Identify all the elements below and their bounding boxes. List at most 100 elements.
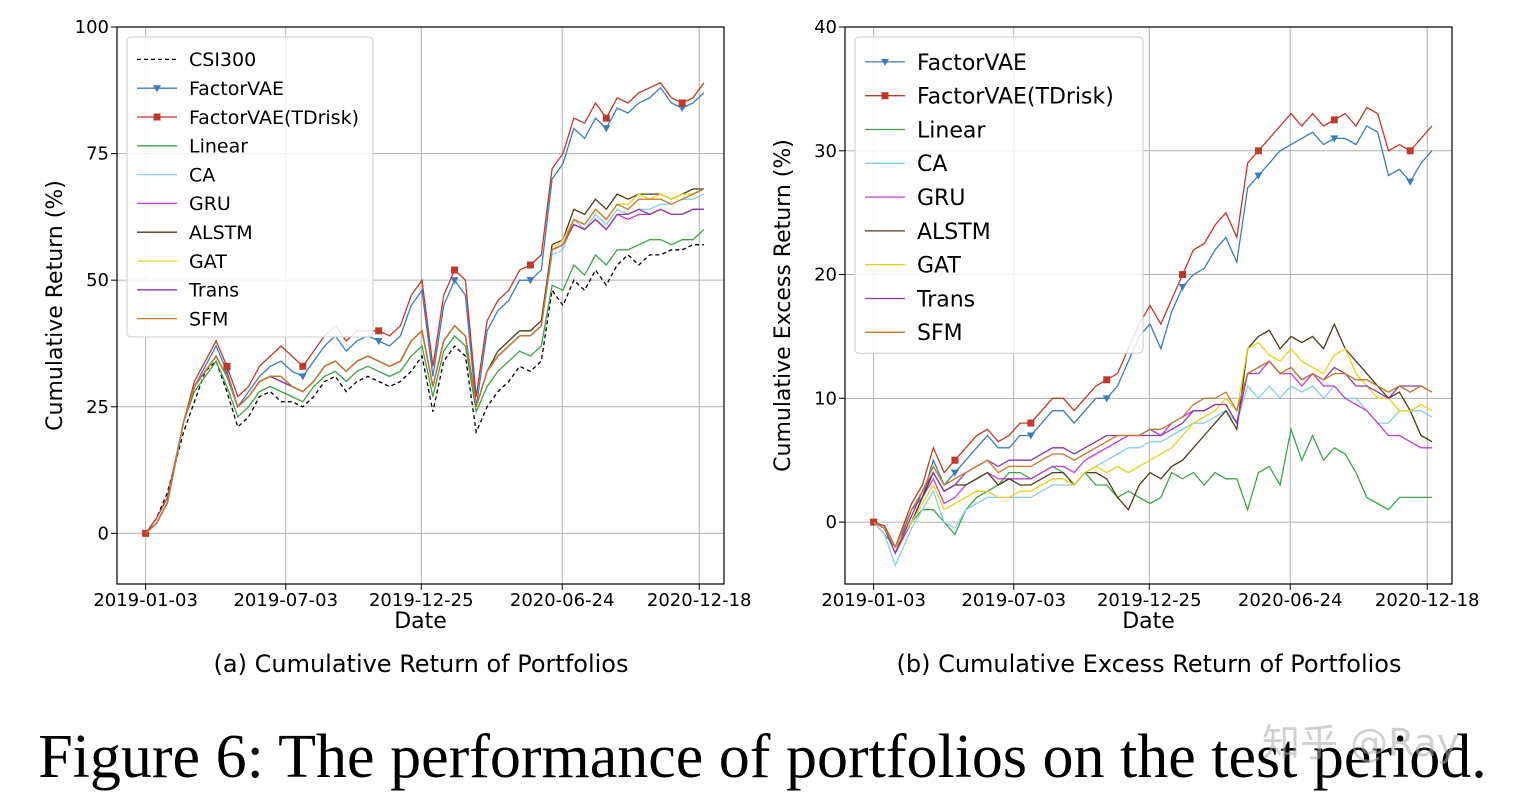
y-tick-label: 30: [814, 141, 837, 162]
axes: 2019-01-03 2019-07-03 2019-12-25 2020-06-24…: [43, 17, 752, 634]
x-tick-label: 2020-12-18: [1375, 590, 1480, 611]
data-point-marker: [526, 277, 535, 285]
series-line-sfm: [873, 360, 1433, 549]
legend-label: GRU: [189, 193, 231, 215]
data-point-marker: [602, 114, 610, 122]
y-tick-label: 25: [86, 397, 109, 418]
data-point-marker: [1330, 116, 1338, 124]
series-line-gat: [873, 341, 1433, 549]
legend-box: [854, 36, 1144, 354]
legend-marker: [153, 85, 161, 93]
x-tick-label: 2019-01-03: [93, 590, 198, 611]
series-group: [869, 106, 1433, 568]
chart-panel-a: 2019-01-03 2019-07-03 2019-12-25 2020-06-24…: [43, 17, 752, 678]
legend: FactorVAE FactorVAE(TDrisk) Linear CA GRU ALS…: [854, 36, 1144, 354]
y-tick-label: 20: [814, 265, 837, 286]
legend-label: SFM: [189, 308, 228, 330]
x-axis-label: Date: [394, 609, 447, 634]
series-line-factorvae-tdrisk-: [873, 106, 1433, 549]
x-axis-label: Date: [1122, 609, 1175, 634]
legend-marker: [153, 113, 161, 121]
data-point-marker: [450, 277, 459, 285]
data-point-marker: [678, 99, 686, 107]
x-tick-label: 2019-07-03: [233, 590, 338, 611]
legend-label: GRU: [917, 186, 965, 211]
series-line-factorvae: [145, 86, 705, 534]
data-point-marker: [1254, 147, 1262, 155]
y-axis-label: Cumulative Return (%): [43, 180, 68, 431]
x-tick-label: 2019-07-03: [961, 590, 1066, 611]
data-point-marker: [526, 261, 534, 269]
y-tick-label: 50: [86, 270, 109, 291]
y-tick-label: 0: [98, 523, 109, 544]
data-point-marker: [298, 373, 307, 381]
legend-label: Trans: [916, 287, 975, 312]
legend-label: Linear: [917, 118, 986, 143]
data-point-marker: [375, 327, 383, 335]
legend: CSI300 FactorVAE FactorVAE(TDrisk) Linear CA…: [126, 36, 374, 338]
chart-panel-b: 2019-01-03 2019-07-03 2019-12-25 2020-06-24…: [771, 17, 1480, 678]
y-axis-label: Cumulative Excess Return (%): [771, 139, 796, 472]
data-point-marker: [374, 337, 383, 345]
x-tick-label: 2019-01-03: [821, 590, 926, 611]
data-point-marker: [1178, 283, 1187, 291]
series-line-factorvae-tdrisk-: [145, 81, 705, 534]
x-tick-label: 2020-06-24: [510, 590, 615, 611]
series-line-factorvae: [873, 125, 1433, 555]
legend-label: ALSTM: [917, 220, 991, 245]
x-tick-label: 2019-12-25: [369, 590, 474, 611]
watermark: 知乎 @Ray: [1262, 721, 1460, 765]
legend-label: FactorVAE: [917, 51, 1027, 76]
data-point-marker: [299, 362, 307, 370]
x-tick-label: 2019-12-25: [1097, 590, 1202, 611]
data-point-marker: [602, 125, 611, 133]
legend-marker: [881, 92, 889, 100]
x-tick-label: 2020-12-18: [647, 590, 752, 611]
legend-label: GAT: [189, 251, 227, 273]
legend-label: FactorVAE: [189, 78, 284, 100]
y-tick-label: 0: [826, 512, 837, 533]
data-point-marker: [1103, 376, 1111, 384]
legend-label: CSI300: [189, 49, 256, 71]
legend-label: Trans: [188, 280, 239, 302]
legend-label: CA: [917, 152, 947, 177]
data-point-marker: [951, 456, 959, 464]
figure-panels: 2019-01-03 2019-07-03 2019-12-25 2020-06-24…: [43, 17, 1480, 678]
legend-label: ALSTM: [189, 222, 253, 244]
series-line-linear: [873, 426, 1432, 548]
plot-frame: [116, 26, 725, 585]
data-point-marker: [223, 362, 231, 370]
data-point-marker: [1102, 395, 1111, 403]
data-point-marker: [1254, 172, 1263, 180]
series-group: [141, 81, 705, 538]
y-tick-label: 75: [86, 144, 109, 165]
legend-label: Linear: [189, 136, 248, 158]
series-line-ca: [873, 384, 1433, 568]
plot-frame: [844, 26, 1453, 585]
data-point-marker: [678, 105, 687, 113]
legend-marker: [881, 58, 889, 66]
panel-caption: (b) Cumulative Excess Return of Portfoli…: [896, 650, 1401, 678]
y-tick-label: 100: [75, 17, 109, 38]
figure-caption: Figure 6: The performance of portfolios …: [38, 723, 1487, 791]
series-line-csi300: [145, 244, 704, 534]
series-line-linear: [145, 229, 705, 534]
data-point-marker: [1406, 147, 1414, 155]
data-point-marker: [1406, 178, 1415, 186]
legend-label: FactorVAE(TDrisk): [917, 85, 1114, 110]
series-line-alstm: [873, 322, 1433, 549]
legend-label: CA: [189, 164, 215, 186]
data-point-marker: [451, 266, 459, 274]
legend-label: SFM: [917, 321, 963, 346]
y-tick-label: 10: [814, 388, 837, 409]
y-tick-label: 40: [814, 17, 837, 38]
data-point-marker: [1179, 271, 1187, 279]
data-point-marker: [1027, 419, 1035, 427]
x-tick-label: 2020-06-24: [1238, 590, 1343, 611]
legend-box: [126, 36, 374, 338]
series-line-sfm: [145, 188, 705, 534]
data-point-marker: [1026, 432, 1035, 440]
legend-label: GAT: [917, 254, 961, 279]
legend-label: FactorVAE(TDrisk): [189, 107, 359, 129]
data-point-marker: [950, 469, 959, 477]
